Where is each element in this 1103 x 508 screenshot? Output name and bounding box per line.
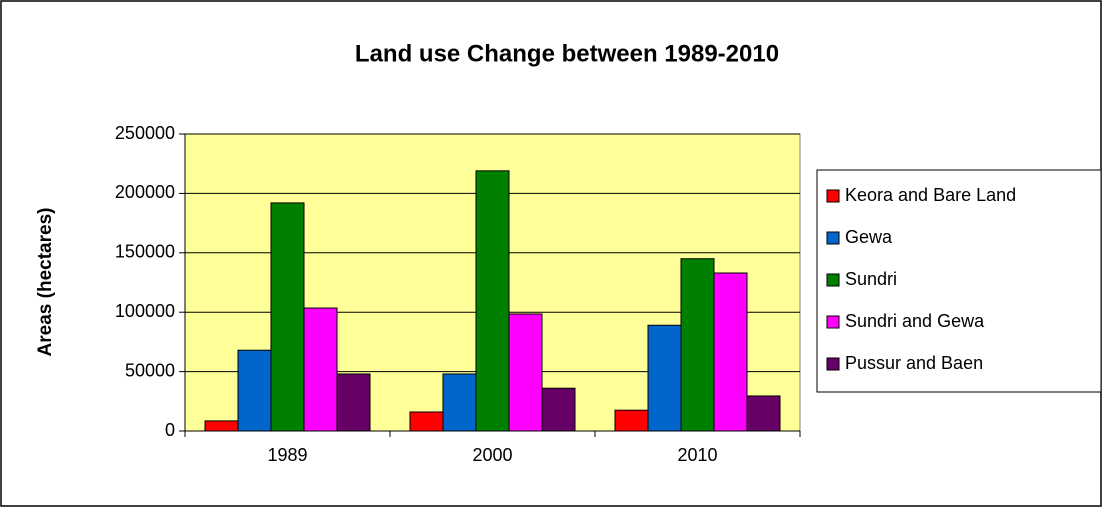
x-tick-label: 2010 xyxy=(677,445,717,465)
x-tick-label: 1989 xyxy=(267,445,307,465)
bar xyxy=(508,313,543,432)
bar xyxy=(237,349,272,432)
bar xyxy=(442,373,477,432)
legend-label: Keora and Bare Land xyxy=(845,185,1016,205)
legend-label: Sundri and Gewa xyxy=(845,311,985,331)
legend-swatch xyxy=(826,315,840,329)
bar xyxy=(336,373,371,432)
y-tick-label: 100000 xyxy=(115,301,175,321)
bar xyxy=(647,324,682,432)
legend-swatch xyxy=(826,357,840,371)
bar xyxy=(713,272,748,432)
legend-label: Gewa xyxy=(845,227,893,247)
bar xyxy=(204,420,239,432)
bar xyxy=(475,170,510,432)
chart-title: Land use Change between 1989-2010 xyxy=(355,40,779,67)
bar xyxy=(409,411,444,432)
legend-swatch xyxy=(826,231,840,245)
bar xyxy=(303,307,338,432)
bar xyxy=(270,202,305,432)
bar xyxy=(614,409,649,432)
bar xyxy=(541,387,576,432)
bar xyxy=(746,395,781,432)
legend-box xyxy=(816,169,1102,393)
y-tick-label: 0 xyxy=(165,420,175,440)
legend-swatch xyxy=(826,273,840,287)
legend-label: Pussur and Baen xyxy=(845,353,983,373)
bar xyxy=(680,258,715,432)
legend-label: Sundri xyxy=(845,269,897,289)
legend-swatch xyxy=(826,189,840,203)
y-tick-label: 200000 xyxy=(115,182,175,202)
y-tick-label: 250000 xyxy=(115,123,175,143)
y-tick-label: 50000 xyxy=(125,360,175,380)
y-tick-label: 150000 xyxy=(115,242,175,262)
x-tick-label: 2000 xyxy=(472,445,512,465)
y-axis-label: Areas (hectares) xyxy=(35,208,56,357)
